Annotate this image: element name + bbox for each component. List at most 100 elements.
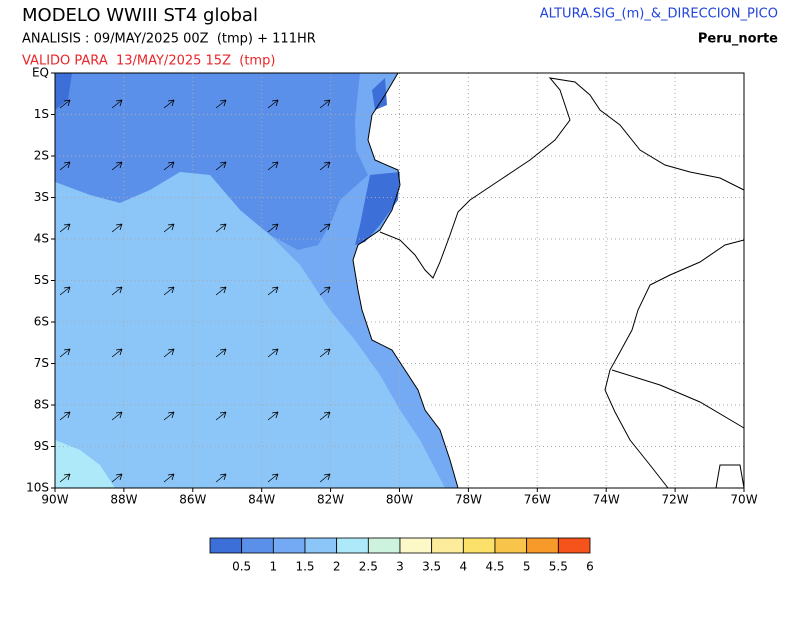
direction-arrow: [163, 161, 175, 171]
colorbar-box: [336, 537, 369, 554]
direction-arrow: [111, 286, 123, 296]
colorbar-box: [494, 537, 528, 554]
direction-arrow: [319, 223, 331, 233]
direction-arrow: [59, 411, 71, 421]
lat-tick-label: 4S: [34, 232, 49, 246]
colorbar-label: 0.5: [232, 560, 251, 574]
direction-arrow: [163, 99, 175, 109]
direction-arrow: [319, 99, 331, 109]
direction-arrow: [59, 286, 71, 296]
lat-tick-label: 3S: [34, 190, 49, 204]
direction-arrow: [319, 348, 331, 358]
lon-tick-label: 72W: [662, 493, 689, 507]
colorbar-box: [209, 537, 243, 554]
border: [604, 239, 745, 489]
colorbar-label: 4.5: [485, 560, 504, 574]
border: [715, 464, 745, 489]
lon-tick-label: 86W: [179, 493, 206, 507]
direction-arrow: [319, 411, 331, 421]
direction-arrow: [215, 99, 227, 109]
lat-tick-label: 7S: [34, 356, 49, 370]
border: [611, 369, 745, 429]
lon-tick-label: 74W: [593, 493, 620, 507]
direction-arrow: [267, 161, 279, 171]
lon-tick-label: 70W: [730, 493, 757, 507]
region-name: Peru_norte: [698, 32, 778, 47]
lat-tick-label: 1S: [34, 107, 49, 121]
direction-arrow: [215, 161, 227, 171]
direction-arrow: [319, 286, 331, 296]
wave-region: [55, 73, 368, 250]
direction-arrow: [267, 286, 279, 296]
wave-region: [355, 172, 400, 245]
colorbar-box: [462, 537, 496, 554]
direction-arrow: [215, 348, 227, 358]
direction-arrow: [215, 411, 227, 421]
lat-tick-label: 9S: [34, 439, 49, 453]
direction-arrow: [215, 473, 227, 483]
direction-arrow: [163, 411, 175, 421]
variable-name: ALTURA.SIG_(m)_&_DIRECCION_PICO: [540, 7, 778, 22]
lat-tick-label: 2S: [34, 149, 49, 163]
direction-arrow: [163, 223, 175, 233]
direction-arrow: [319, 161, 331, 171]
direction-arrow: [267, 99, 279, 109]
direction-arrow: [111, 99, 123, 109]
lat-tick-label: 5S: [34, 273, 49, 287]
lon-tick-label: 80W: [386, 493, 413, 507]
direction-arrow: [267, 473, 279, 483]
title: MODELO WWIII ST4 global: [22, 5, 258, 26]
direction-arrow: [59, 473, 71, 483]
colorbar-label: 3: [396, 560, 404, 574]
lat-tick-label: 6S: [34, 315, 49, 329]
lon-tick-label: 78W: [455, 493, 482, 507]
wave-region: [55, 440, 115, 488]
direction-arrow: [111, 161, 123, 171]
direction-arrow: [111, 348, 123, 358]
wave-region: [372, 78, 387, 110]
lon-tick-label: 76W: [524, 493, 551, 507]
colorbar-box: [367, 537, 401, 554]
lat-tick-label: 10S: [26, 481, 49, 495]
lat-tick-label: EQ: [32, 66, 49, 80]
colorbar-box: [241, 537, 274, 554]
wave-region: [55, 172, 445, 488]
colorbar-label: 1: [270, 560, 278, 574]
colorbar-box: [304, 537, 338, 554]
lon-tick-label: 84W: [248, 493, 275, 507]
colorbar-label: 5.5: [549, 560, 568, 574]
colorbar-label: 2: [333, 560, 341, 574]
colorbar-box: [399, 537, 433, 554]
direction-arrow: [267, 348, 279, 358]
colorbar-label: 5: [523, 560, 531, 574]
direction-arrow: [59, 348, 71, 358]
colorbar-box: [557, 537, 591, 554]
colorbar-box: [526, 537, 559, 554]
direction-arrow: [215, 223, 227, 233]
valid-time: VALIDO PARA 13/MAY/2025 15Z (tmp): [22, 54, 275, 69]
direction-arrow: [59, 161, 71, 171]
direction-arrow: [59, 223, 71, 233]
direction-arrow: [111, 473, 123, 483]
analysis-time: ANALISIS : 09/MAY/2025 00Z (tmp) + 111HR: [22, 32, 316, 47]
colorbar-label: 4: [460, 560, 468, 574]
colorbar-box: [431, 537, 464, 554]
direction-arrow: [267, 411, 279, 421]
coastline: [352, 72, 459, 489]
lon-tick-label: 82W: [317, 493, 344, 507]
direction-arrow: [163, 286, 175, 296]
direction-arrow: [267, 223, 279, 233]
direction-arrow: [215, 286, 227, 296]
map-plot: [54, 72, 745, 489]
wave-region: [55, 73, 72, 110]
lon-tick-label: 88W: [110, 493, 137, 507]
lon-tick-label: 90W: [41, 493, 68, 507]
direction-arrow: [111, 223, 123, 233]
lat-tick-label: 8S: [34, 398, 49, 412]
direction-arrow: [163, 473, 175, 483]
colorbar-label: 3.5: [422, 560, 441, 574]
border: [379, 77, 745, 279]
colorbar: 0.5 1 1.5 2 2.5 3 3.5 4 4.5 5 5.5 6: [209, 537, 594, 574]
colorbar-label: 2.5: [359, 560, 378, 574]
